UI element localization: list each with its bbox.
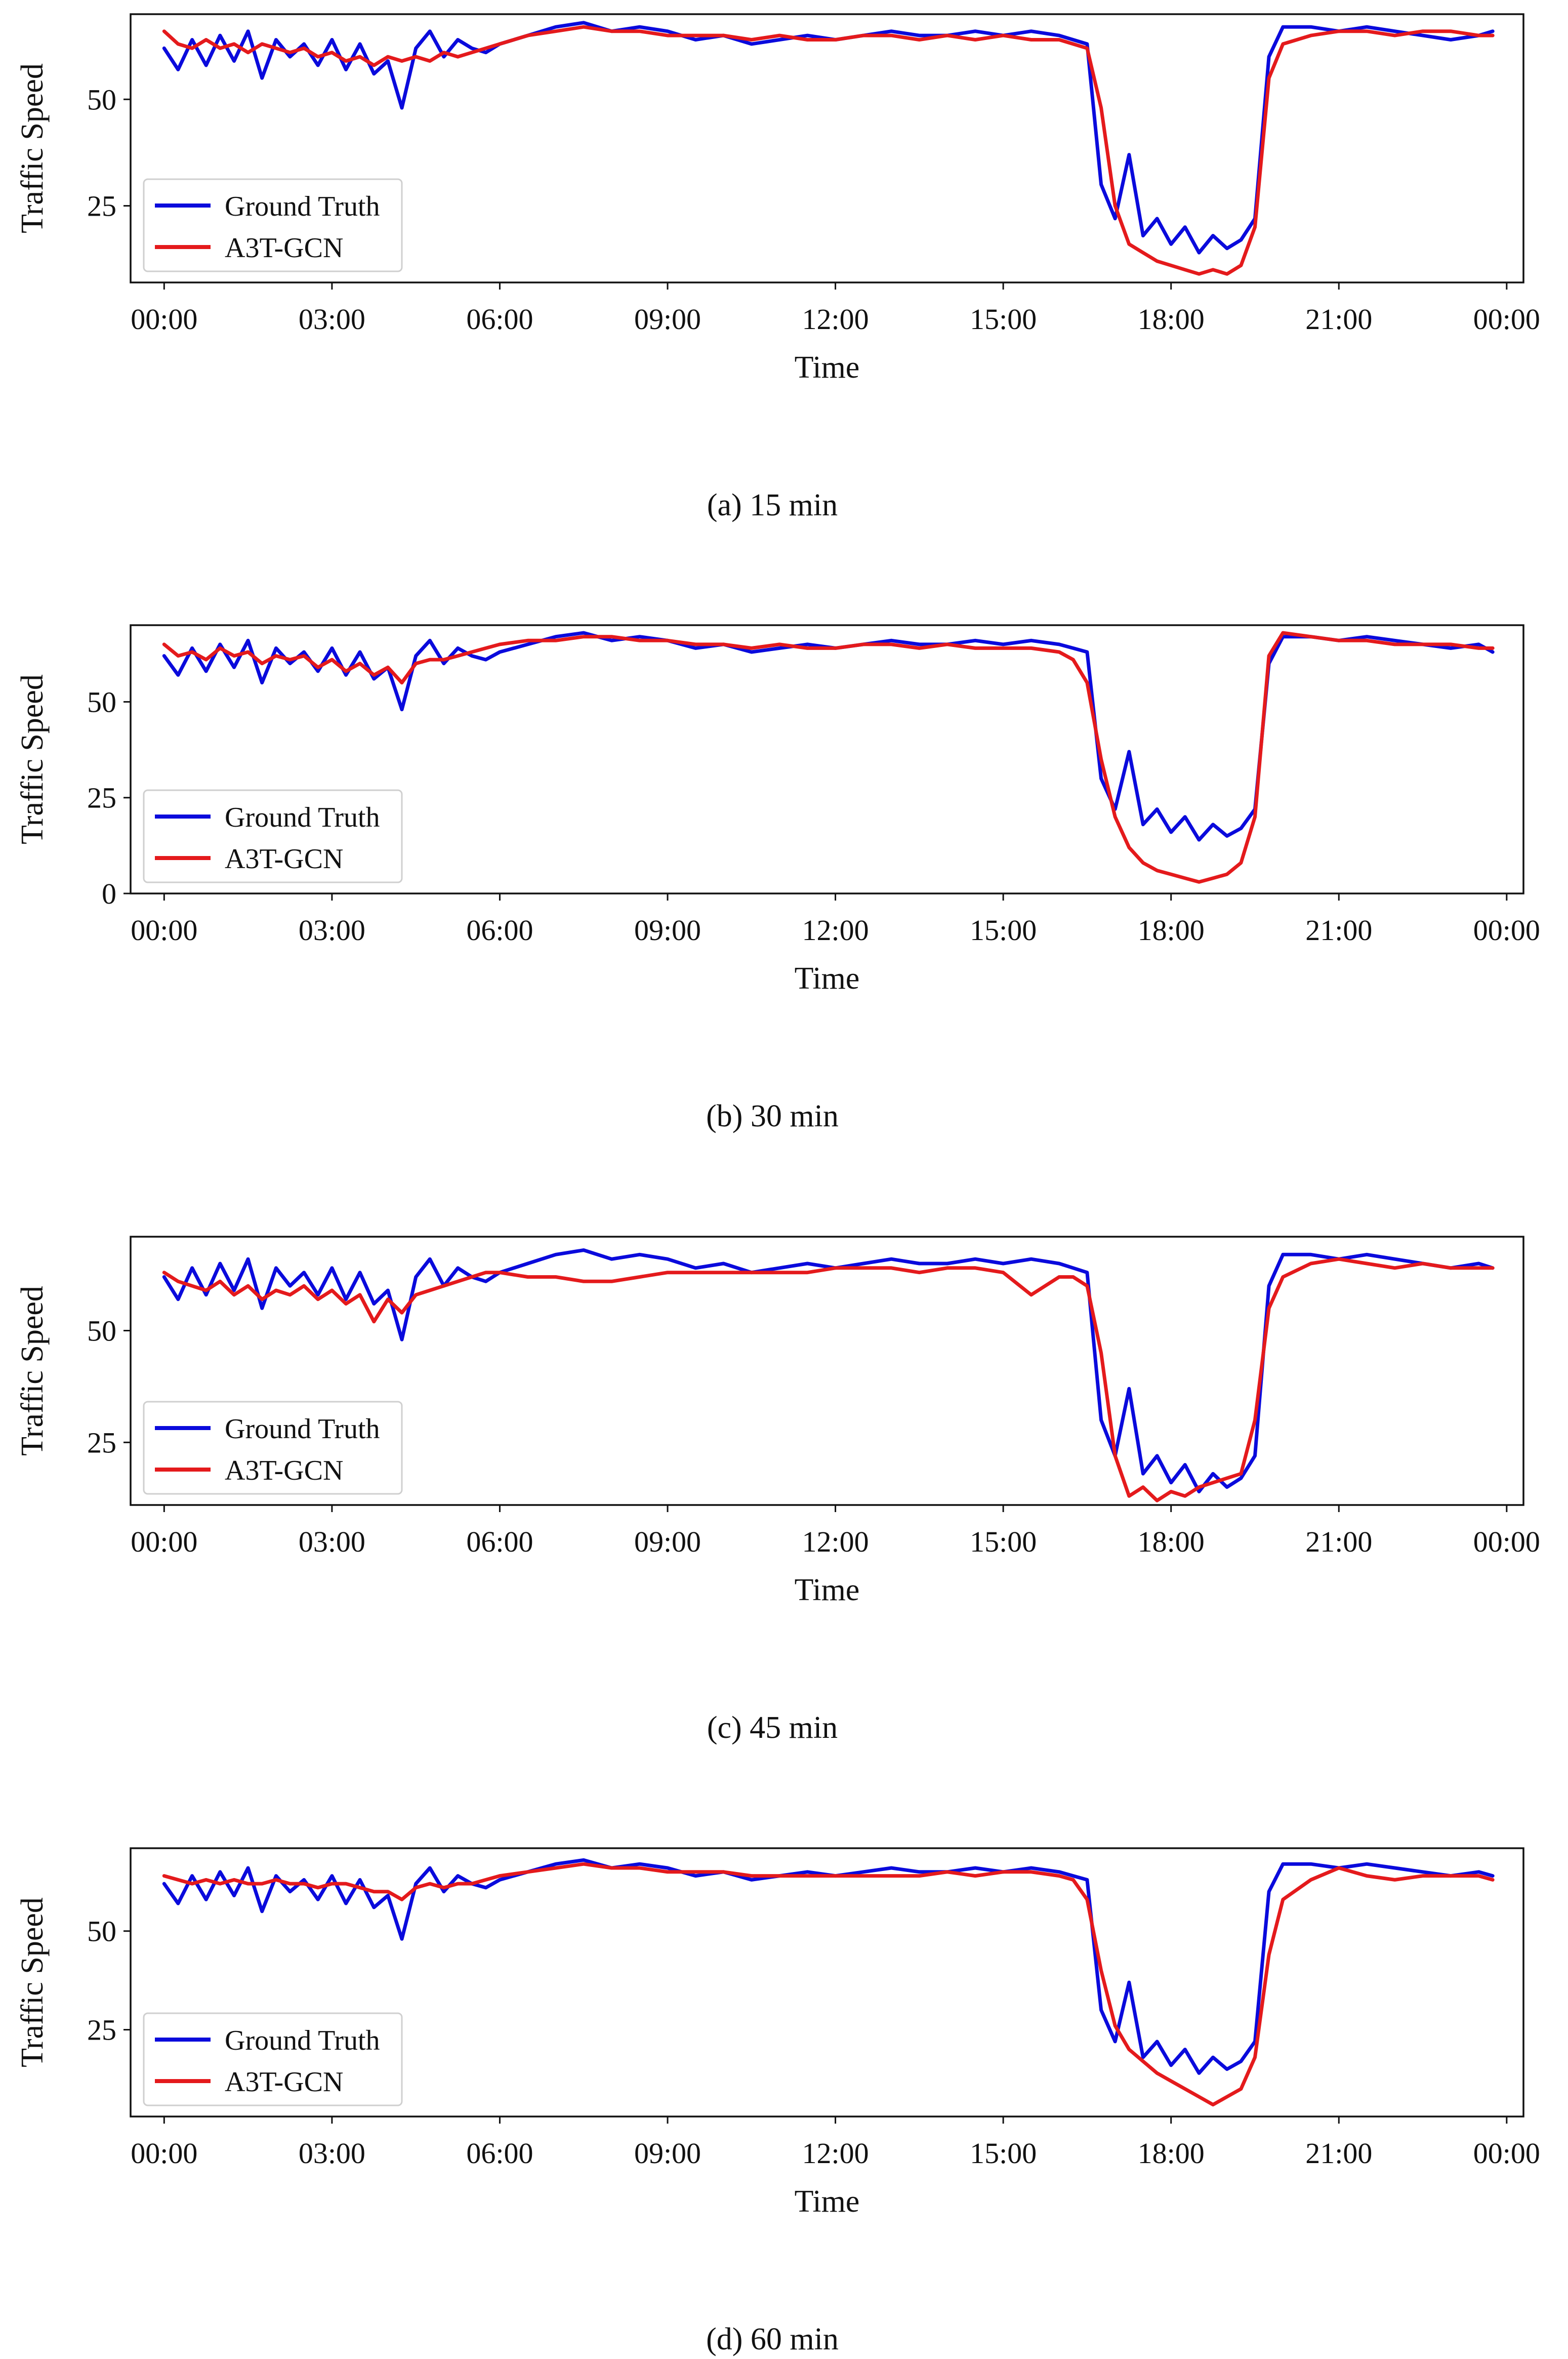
- legend: Ground Truth A3T-GCN: [143, 789, 403, 883]
- x-tick-label: 06:00: [466, 914, 533, 947]
- x-tick-label: 00:00: [1473, 1525, 1540, 1558]
- x-tick-label: 09:00: [634, 2137, 701, 2170]
- x-tick-label: 15:00: [970, 1525, 1037, 1558]
- x-tick-label: 21:00: [1305, 303, 1372, 336]
- series-line-ground-truth: [162, 1248, 1495, 1493]
- series-line-a3t-gcn: [162, 1862, 1495, 2107]
- plot-frame: [130, 624, 1524, 894]
- x-tick-label: 18:00: [1138, 1525, 1205, 1558]
- x-tick-label: 15:00: [970, 914, 1037, 947]
- x-tick-label: 03:00: [299, 2137, 365, 2170]
- x-tick-label: 12:00: [802, 2137, 869, 2170]
- x-tick-label: 03:00: [299, 1525, 365, 1558]
- x-tick-label: 03:00: [299, 303, 365, 336]
- x-tick-label: 00:00: [1473, 2137, 1540, 2170]
- series-line-a3t-gcn: [162, 1257, 1495, 1502]
- x-tick-label: 06:00: [466, 1525, 533, 1558]
- y-axis-label: Traffic Speed: [15, 1286, 50, 1456]
- y-tick-label: 25: [87, 1426, 116, 1459]
- y-tick-label: 25: [87, 190, 116, 223]
- y-axis-label: Traffic Speed: [15, 63, 50, 233]
- series-line-a3t-gcn: [162, 25, 1495, 276]
- x-axis-label: Time: [795, 1573, 860, 1607]
- y-tick-label: 50: [87, 83, 116, 116]
- x-tick-label: 00:00: [1473, 303, 1540, 336]
- x-tick-label: 09:00: [634, 914, 701, 947]
- x-axis-label: Time: [795, 961, 860, 996]
- panel-caption: (b) 30 min: [706, 1099, 839, 1133]
- legend-entry: A3T-GCN: [225, 1455, 343, 1486]
- y-tick-label: 0: [102, 877, 116, 910]
- x-axis-label: Time: [795, 350, 860, 385]
- panel-caption: (a) 15 min: [707, 488, 838, 522]
- legend-entry: Ground Truth: [225, 802, 380, 833]
- panel-caption: (d) 60 min: [706, 2322, 839, 2356]
- plot-frame: [130, 13, 1524, 283]
- x-tick-label: 03:00: [299, 914, 365, 947]
- legend-entry: A3T-GCN: [225, 232, 343, 264]
- y-tick-label: 25: [87, 2014, 116, 2047]
- x-tick-label: 06:00: [466, 303, 533, 336]
- legend-entry: Ground Truth: [225, 1413, 380, 1445]
- chart-panel-2: 00:00 03:00 06:00 09:00 12:00 15:00 18:00 21:00…: [15, 624, 1540, 1133]
- x-tick-label: 21:00: [1305, 914, 1372, 947]
- x-tick-label: 15:00: [970, 2137, 1037, 2170]
- plot-frame: [130, 1236, 1524, 1506]
- legend: Ground Truth A3T-GCN: [143, 178, 403, 272]
- x-tick-label: 00:00: [131, 303, 197, 336]
- legend-entry: A3T-GCN: [225, 843, 343, 875]
- y-tick-label: 25: [87, 782, 116, 815]
- legend-entry: Ground Truth: [225, 2025, 380, 2056]
- x-tick-label: 09:00: [634, 303, 701, 336]
- x-tick-label: 18:00: [1138, 2137, 1205, 2170]
- x-tick-label: 00:00: [131, 1525, 197, 1558]
- series-line-a3t-gcn: [162, 631, 1495, 884]
- x-tick-label: 00:00: [131, 2137, 197, 2170]
- legend-entry: A3T-GCN: [225, 2066, 343, 2098]
- x-tick-label: 00:00: [1473, 914, 1540, 947]
- x-tick-label: 15:00: [970, 303, 1037, 336]
- x-tick-label: 00:00: [131, 914, 197, 947]
- x-tick-label: 12:00: [802, 303, 869, 336]
- x-tick-label: 21:00: [1305, 2137, 1372, 2170]
- chart-panel-4: 00:00 03:00 06:00 09:00 12:00 15:00 18:00 21:00…: [15, 1847, 1540, 2356]
- x-tick-label: 18:00: [1138, 914, 1205, 947]
- y-axis-label: Traffic Speed: [15, 674, 50, 844]
- y-axis-label: Traffic Speed: [15, 1897, 50, 2067]
- legend: Ground Truth A3T-GCN: [143, 2012, 403, 2106]
- panel-caption: (c) 45 min: [707, 1711, 838, 1745]
- plot-frame: [130, 1847, 1524, 2118]
- x-tick-label: 12:00: [802, 914, 869, 947]
- x-tick-label: 18:00: [1138, 303, 1205, 336]
- x-tick-label: 21:00: [1305, 1525, 1372, 1558]
- y-tick-label: 50: [87, 1915, 116, 1948]
- x-axis-label: Time: [795, 2184, 860, 2219]
- x-tick-label: 09:00: [634, 1525, 701, 1558]
- x-tick-label: 06:00: [466, 2137, 533, 2170]
- legend-entry: Ground Truth: [225, 191, 380, 222]
- x-tick-label: 12:00: [802, 1525, 869, 1558]
- legend: Ground Truth A3T-GCN: [143, 1401, 403, 1495]
- y-tick-label: 50: [87, 685, 116, 718]
- chart-panel-3: 00:00 03:00 06:00 09:00 12:00 15:00 18:00 21:00…: [15, 1236, 1540, 1745]
- y-tick-label: 50: [87, 1315, 116, 1348]
- chart-panel-1: 00:00 03:00 06:00 09:00 12:00 15:00 18:00 21:00…: [15, 13, 1540, 522]
